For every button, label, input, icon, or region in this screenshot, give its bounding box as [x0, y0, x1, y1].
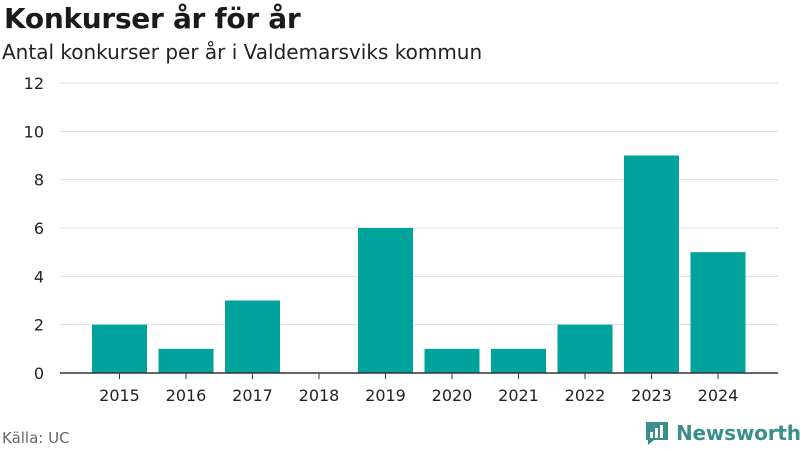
- bar: [491, 348, 546, 373]
- y-tick-label: 0: [34, 364, 44, 383]
- bar: [424, 348, 480, 373]
- x-tick-label: 2022: [565, 386, 606, 405]
- x-tick-label: 2024: [698, 386, 739, 405]
- y-tick-label: 10: [24, 122, 44, 141]
- axes: [60, 372, 778, 379]
- x-tick-label: 2016: [166, 386, 207, 405]
- brand-name: Newsworthy: [676, 421, 800, 445]
- bar: [225, 300, 280, 373]
- bar-chart: 0 2 4 6 8 10 12 2015 2016 2017 2018 2019 2020 2021 202…: [24, 74, 778, 405]
- chart-title: Konkurser år för år: [4, 2, 301, 35]
- bars: [92, 155, 746, 373]
- y-tick-label: 8: [34, 171, 44, 190]
- x-tick-label: 2017: [232, 386, 273, 405]
- tick-labels: 0 2 4 6 8 10 12 2015 2016 2017 2018 2019 2020 2021 202…: [24, 74, 739, 405]
- bar: [358, 228, 413, 373]
- brand-logo: Newsworthy: [644, 420, 800, 446]
- chart-subtitle: Antal konkurser per år i Valdemarsviks k…: [2, 40, 483, 64]
- bar: [557, 324, 613, 373]
- bar: [624, 155, 679, 373]
- y-tick-label: 2: [34, 316, 44, 335]
- x-tick-label: 2015: [99, 386, 140, 405]
- y-tick-label: 12: [24, 74, 44, 93]
- bar: [690, 252, 746, 373]
- y-tick-label: 6: [34, 219, 44, 238]
- source-note: Källa: UC: [2, 429, 70, 447]
- bar: [158, 348, 214, 373]
- x-tick-label: 2021: [498, 386, 539, 405]
- x-tick-label: 2018: [299, 386, 340, 405]
- newsworthy-logo-icon: [646, 422, 668, 445]
- x-tick-label: 2020: [432, 386, 473, 405]
- x-tick-label: 2023: [631, 386, 672, 405]
- y-tick-label: 4: [34, 267, 44, 286]
- bar: [92, 324, 147, 373]
- x-tick-label: 2019: [365, 386, 406, 405]
